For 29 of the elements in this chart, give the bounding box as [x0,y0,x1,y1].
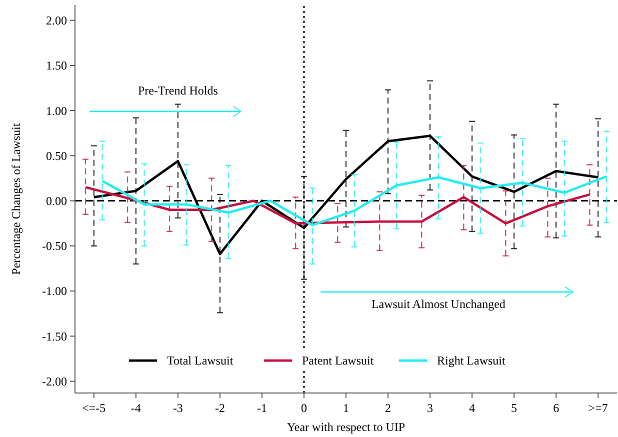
y-tick-label: 0.50 [46,148,67,163]
y-tick-label: 2.00 [46,14,67,28]
x-axis-title: Year with respect to UIP [286,420,406,434]
legend-label: Right Lawsuit [437,354,506,368]
x-tick-label: 6 [553,401,560,415]
y-tick-label: -0.50 [42,239,67,254]
x-tick-label: -3 [172,401,183,415]
y-tick-label: 1.00 [46,104,67,118]
x-tick-label: 0 [300,401,307,415]
y-tick-label: 1.50 [46,58,67,73]
x-tick-label: 2 [385,401,392,415]
x-tick-label: -2 [214,401,225,415]
x-tick-label: >=7 [588,401,608,415]
legend-label: Patent Lawsuit [302,354,374,368]
x-tick-label: -1 [256,401,267,415]
x-tick-label: 4 [469,401,476,415]
y-tick-label: -1.00 [42,284,67,298]
x-tick-label: 1 [343,401,349,415]
x-tick-label: <=-5 [82,401,106,415]
legend-label: Total Lawsuit [167,354,234,368]
y-tick-label: -2.00 [42,374,67,388]
x-tick-label: 3 [427,401,434,415]
y-tick-label: -1.50 [42,329,67,344]
x-tick-label: 5 [511,401,518,415]
y-tick-label: 0.00 [46,194,67,208]
y-axis-title: Percentage Changes of Lawsuit [9,122,23,275]
x-tick-label: -4 [130,401,141,415]
annotation: Pre-Trend Holds [138,83,218,98]
annotation: Lawsuit Almost Unchanged [371,297,506,312]
